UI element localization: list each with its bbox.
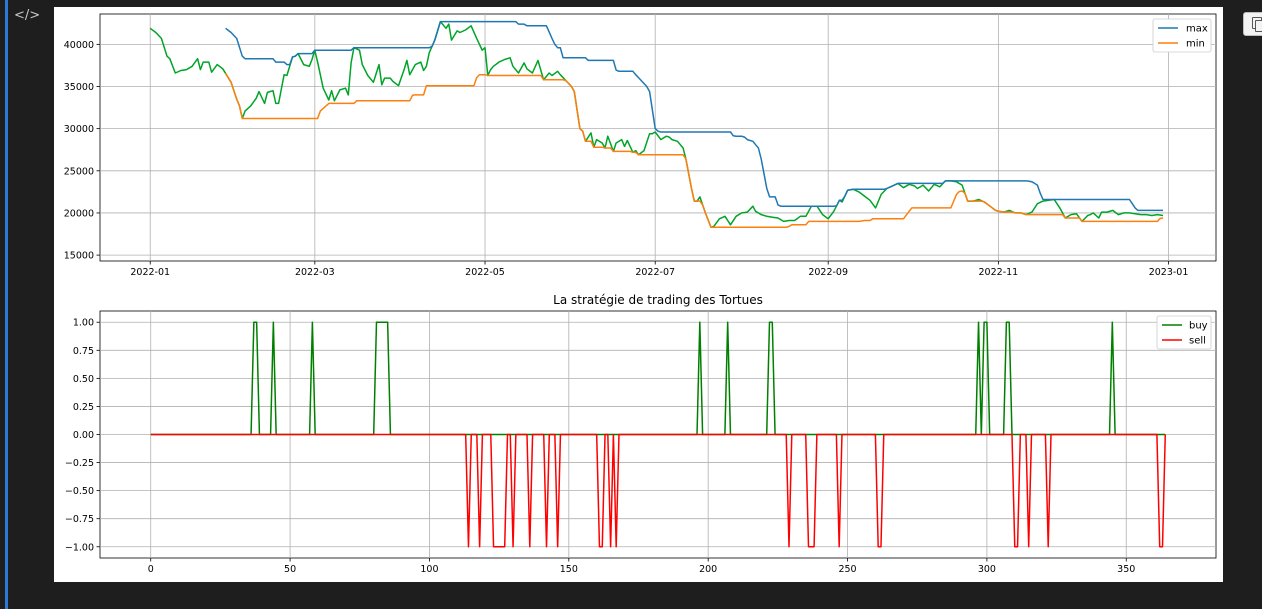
legend-label-sell: sell — [1189, 336, 1206, 347]
top-ytick-label: 35000 — [64, 82, 94, 93]
top-ytick-label: 25000 — [64, 166, 94, 177]
top-xtick-label: 2022-09 — [808, 267, 848, 278]
legend-label-buy: buy — [1189, 321, 1208, 332]
charts-canvas: 2022-01 2022-03 2022-05 2022-07 2022-09 2022-… — [64, 13, 1217, 575]
signal-chart-title: La stratégie de trading des Tortues — [553, 293, 763, 307]
bottom-ytick-label: 0.00 — [73, 430, 94, 441]
bottom-xtick-label: 200 — [699, 564, 717, 575]
bottom-ytick-label: 0.50 — [73, 374, 94, 385]
top-xtick-label: 2023-01 — [1149, 267, 1189, 278]
bottom-ytick-label: −0.50 — [65, 486, 94, 497]
top-xtick-label: 2022-03 — [295, 267, 335, 278]
output-panel: 2022-01 2022-03 2022-05 2022-07 2022-09 2022-… — [54, 7, 1223, 582]
bottom-xtick-label: 100 — [420, 564, 438, 575]
signal-legend: buy sell — [1156, 315, 1212, 350]
legend-label-max: max — [1186, 24, 1208, 35]
bottom-xtick-label: 150 — [560, 564, 578, 575]
top-xtick-label: 2022-11 — [979, 267, 1019, 278]
bottom-ytick-label: −1.00 — [65, 542, 94, 553]
bottom-xtick-label: 350 — [1117, 564, 1135, 575]
bottom-ytick-label: −0.75 — [65, 514, 94, 525]
bottom-xtick-label: 300 — [978, 564, 996, 575]
sell-signal-line — [150, 433, 1167, 548]
top-xtick-label: 2022-05 — [465, 267, 505, 278]
bottom-xtick-label: 0 — [148, 564, 154, 575]
top-ytick-label: 40000 — [64, 40, 94, 51]
top-ytick-label: 20000 — [64, 208, 94, 219]
price-legend: max min — [1152, 18, 1212, 53]
min-line — [224, 72, 1164, 229]
top-xtick-label: 2022-07 — [635, 267, 675, 278]
copy-output-button[interactable] — [1243, 12, 1262, 36]
top-ytick-label: 30000 — [64, 124, 94, 135]
cell-focus-bar — [5, 0, 8, 609]
bottom-ytick-label: −0.25 — [65, 458, 94, 469]
bottom-xtick-label: 50 — [284, 564, 296, 575]
code-icon[interactable]: </> — [14, 8, 41, 23]
bottom-ytick-label: 0.25 — [73, 402, 94, 413]
bottom-xtick-label: 250 — [838, 564, 856, 575]
max-line — [225, 20, 1163, 212]
bottom-ytick-label: 0.75 — [73, 346, 94, 357]
bottom-ytick-label: 1.00 — [73, 318, 94, 329]
legend-label-min: min — [1186, 39, 1205, 50]
top-xtick-label: 2022-01 — [130, 267, 170, 278]
signal-chart: 0 50 100 150 200 250 300 350 1.00 0.75 0.50 0.25 0.0… — [65, 310, 1217, 575]
price-chart-frame — [99, 13, 1217, 262]
top-ytick-label: 15000 — [64, 251, 94, 262]
price-chart: 2022-01 2022-03 2022-05 2022-07 2022-09 2022-… — [64, 13, 1217, 278]
